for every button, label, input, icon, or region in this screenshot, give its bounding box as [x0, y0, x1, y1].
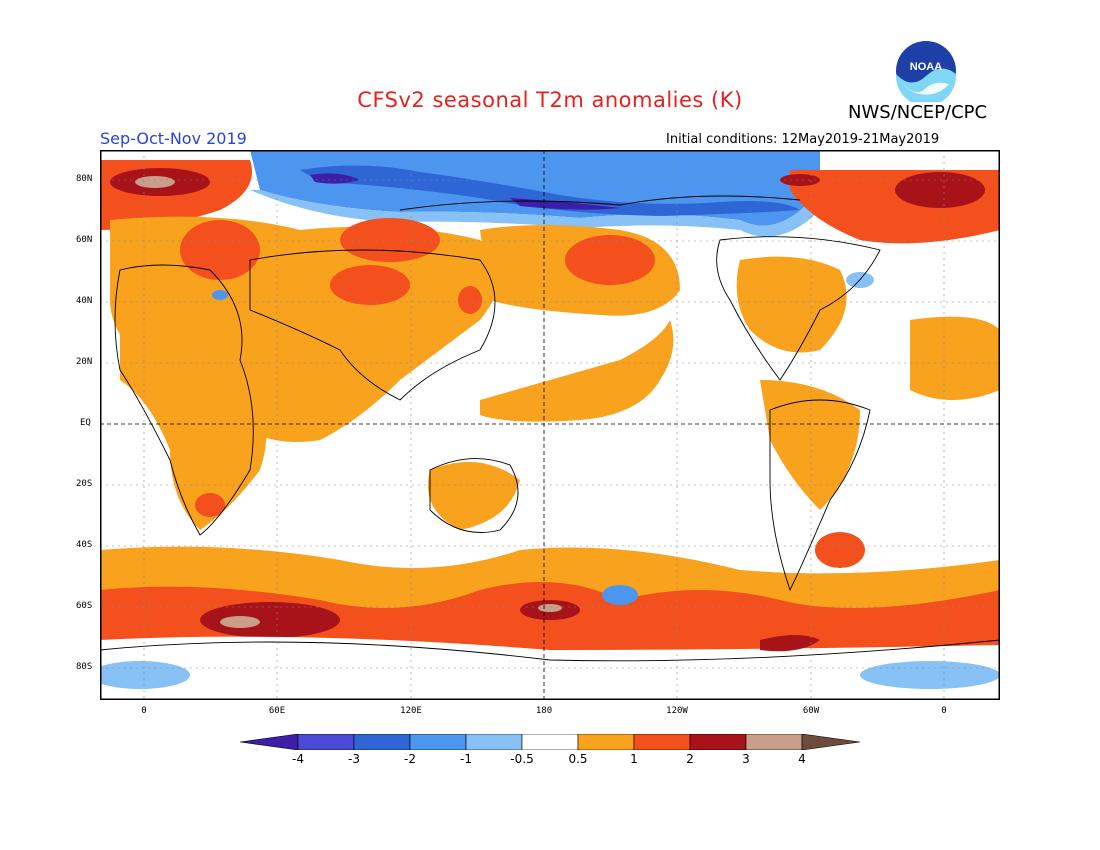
lon-label-120e: 120E [400, 706, 422, 716]
colorbar-swatch-1 [297, 734, 355, 750]
southern-ocean-hot-1 [200, 602, 340, 638]
colorbar-label-4: -1 [460, 752, 472, 766]
colorbar-label-5: -0.5 [510, 752, 534, 766]
japan-warm [458, 286, 482, 314]
noaa-logo: NOAA [896, 41, 956, 102]
arctic-cold-light [250, 190, 820, 237]
lon-label-0-east: 0 [941, 706, 947, 716]
lat-label-80n: 80N [76, 174, 93, 184]
arctic-cold-deep [300, 165, 800, 216]
colorbar-label-3: -2 [404, 752, 416, 766]
map-frame [100, 150, 1000, 700]
colorbar-label-8: 2 [686, 752, 694, 766]
southern-ocean-cool [602, 585, 638, 605]
colorbar-swatch-2 [353, 734, 411, 750]
colorbar-label-1: -4 [292, 752, 304, 766]
lat-label-20s: 20S [76, 479, 93, 489]
lon-label-0-west: 0 [141, 706, 147, 716]
colorbar-swatch-7 [633, 734, 691, 750]
colorbar-label-6: 0.5 [568, 752, 588, 766]
colorbar-left-arrow [240, 734, 299, 750]
lat-label-80s: 80S [76, 662, 93, 672]
colorbar-swatch-4 [465, 734, 523, 750]
colorbar-label-10: 4 [798, 752, 806, 766]
lat-label-20n: 20N [76, 357, 93, 367]
colorbar-swatch-3 [409, 734, 467, 750]
siberia-warm-core [340, 218, 440, 262]
southern-ocean-extreme-1 [220, 616, 260, 628]
anomaly-map [100, 150, 1000, 700]
arctic-hot-east [895, 172, 985, 208]
west-europe-warm [180, 220, 260, 280]
lat-label-60n: 60N [76, 235, 93, 245]
arctic-hot-east-2 [780, 174, 820, 186]
organization-label: NWS/NCEP/CPC [848, 102, 988, 123]
australia-warm [428, 462, 520, 530]
antarctica-white [100, 636, 1000, 700]
season-label: Sep-Oct-Nov 2019 [100, 129, 247, 148]
north-america-warm [736, 256, 847, 353]
arctic-cold-extreme [310, 173, 360, 184]
arctic-extreme-west [135, 176, 175, 188]
colorbar-right-arrow [801, 734, 860, 750]
colorbar-swatch-6 [577, 734, 635, 750]
lon-label-60w: 60W [802, 706, 820, 716]
lat-label-40n: 40N [76, 296, 93, 306]
colorbar-label-2: -3 [348, 752, 360, 766]
lat-label-60s: 60S [76, 601, 93, 611]
lat-lon-grid [100, 150, 1000, 700]
lon-label-180: 180 [535, 706, 553, 716]
lat-label-eq: EQ [80, 418, 91, 428]
colorbar-label-7: 1 [630, 752, 638, 766]
initial-conditions-label: Initial conditions: 12May2019-21May2019 [666, 132, 940, 147]
argentina-warm [815, 532, 865, 568]
noaa-logo-text: NOAA [910, 61, 942, 73]
antarctic-warm-peninsula [760, 635, 820, 652]
africa-warm [120, 327, 267, 530]
south-africa-warm [195, 493, 225, 517]
lon-label-120w: 120W [666, 706, 688, 716]
antarctic-cool-east [860, 661, 1000, 689]
tropical-pacific-warm [480, 320, 674, 422]
colorbar [240, 734, 860, 750]
central-asia-warm [330, 265, 410, 305]
lat-label-40s: 40S [76, 540, 93, 550]
north-pacific-warm-core [565, 235, 655, 285]
chart-title: CFSv2 seasonal T2m anomalies (K) [357, 88, 743, 112]
caspian-cool [212, 290, 228, 300]
colorbar-swatch-9 [745, 734, 803, 750]
colorbar-swatch-8 [689, 734, 747, 750]
southern-ocean-extreme-2 [538, 604, 562, 612]
atlantic-warm [910, 316, 1000, 400]
colorbar-label-9: 3 [742, 752, 750, 766]
colorbar-swatch-5 [521, 734, 579, 750]
lon-label-60e: 60E [268, 706, 286, 716]
south-america-warm [760, 380, 860, 510]
